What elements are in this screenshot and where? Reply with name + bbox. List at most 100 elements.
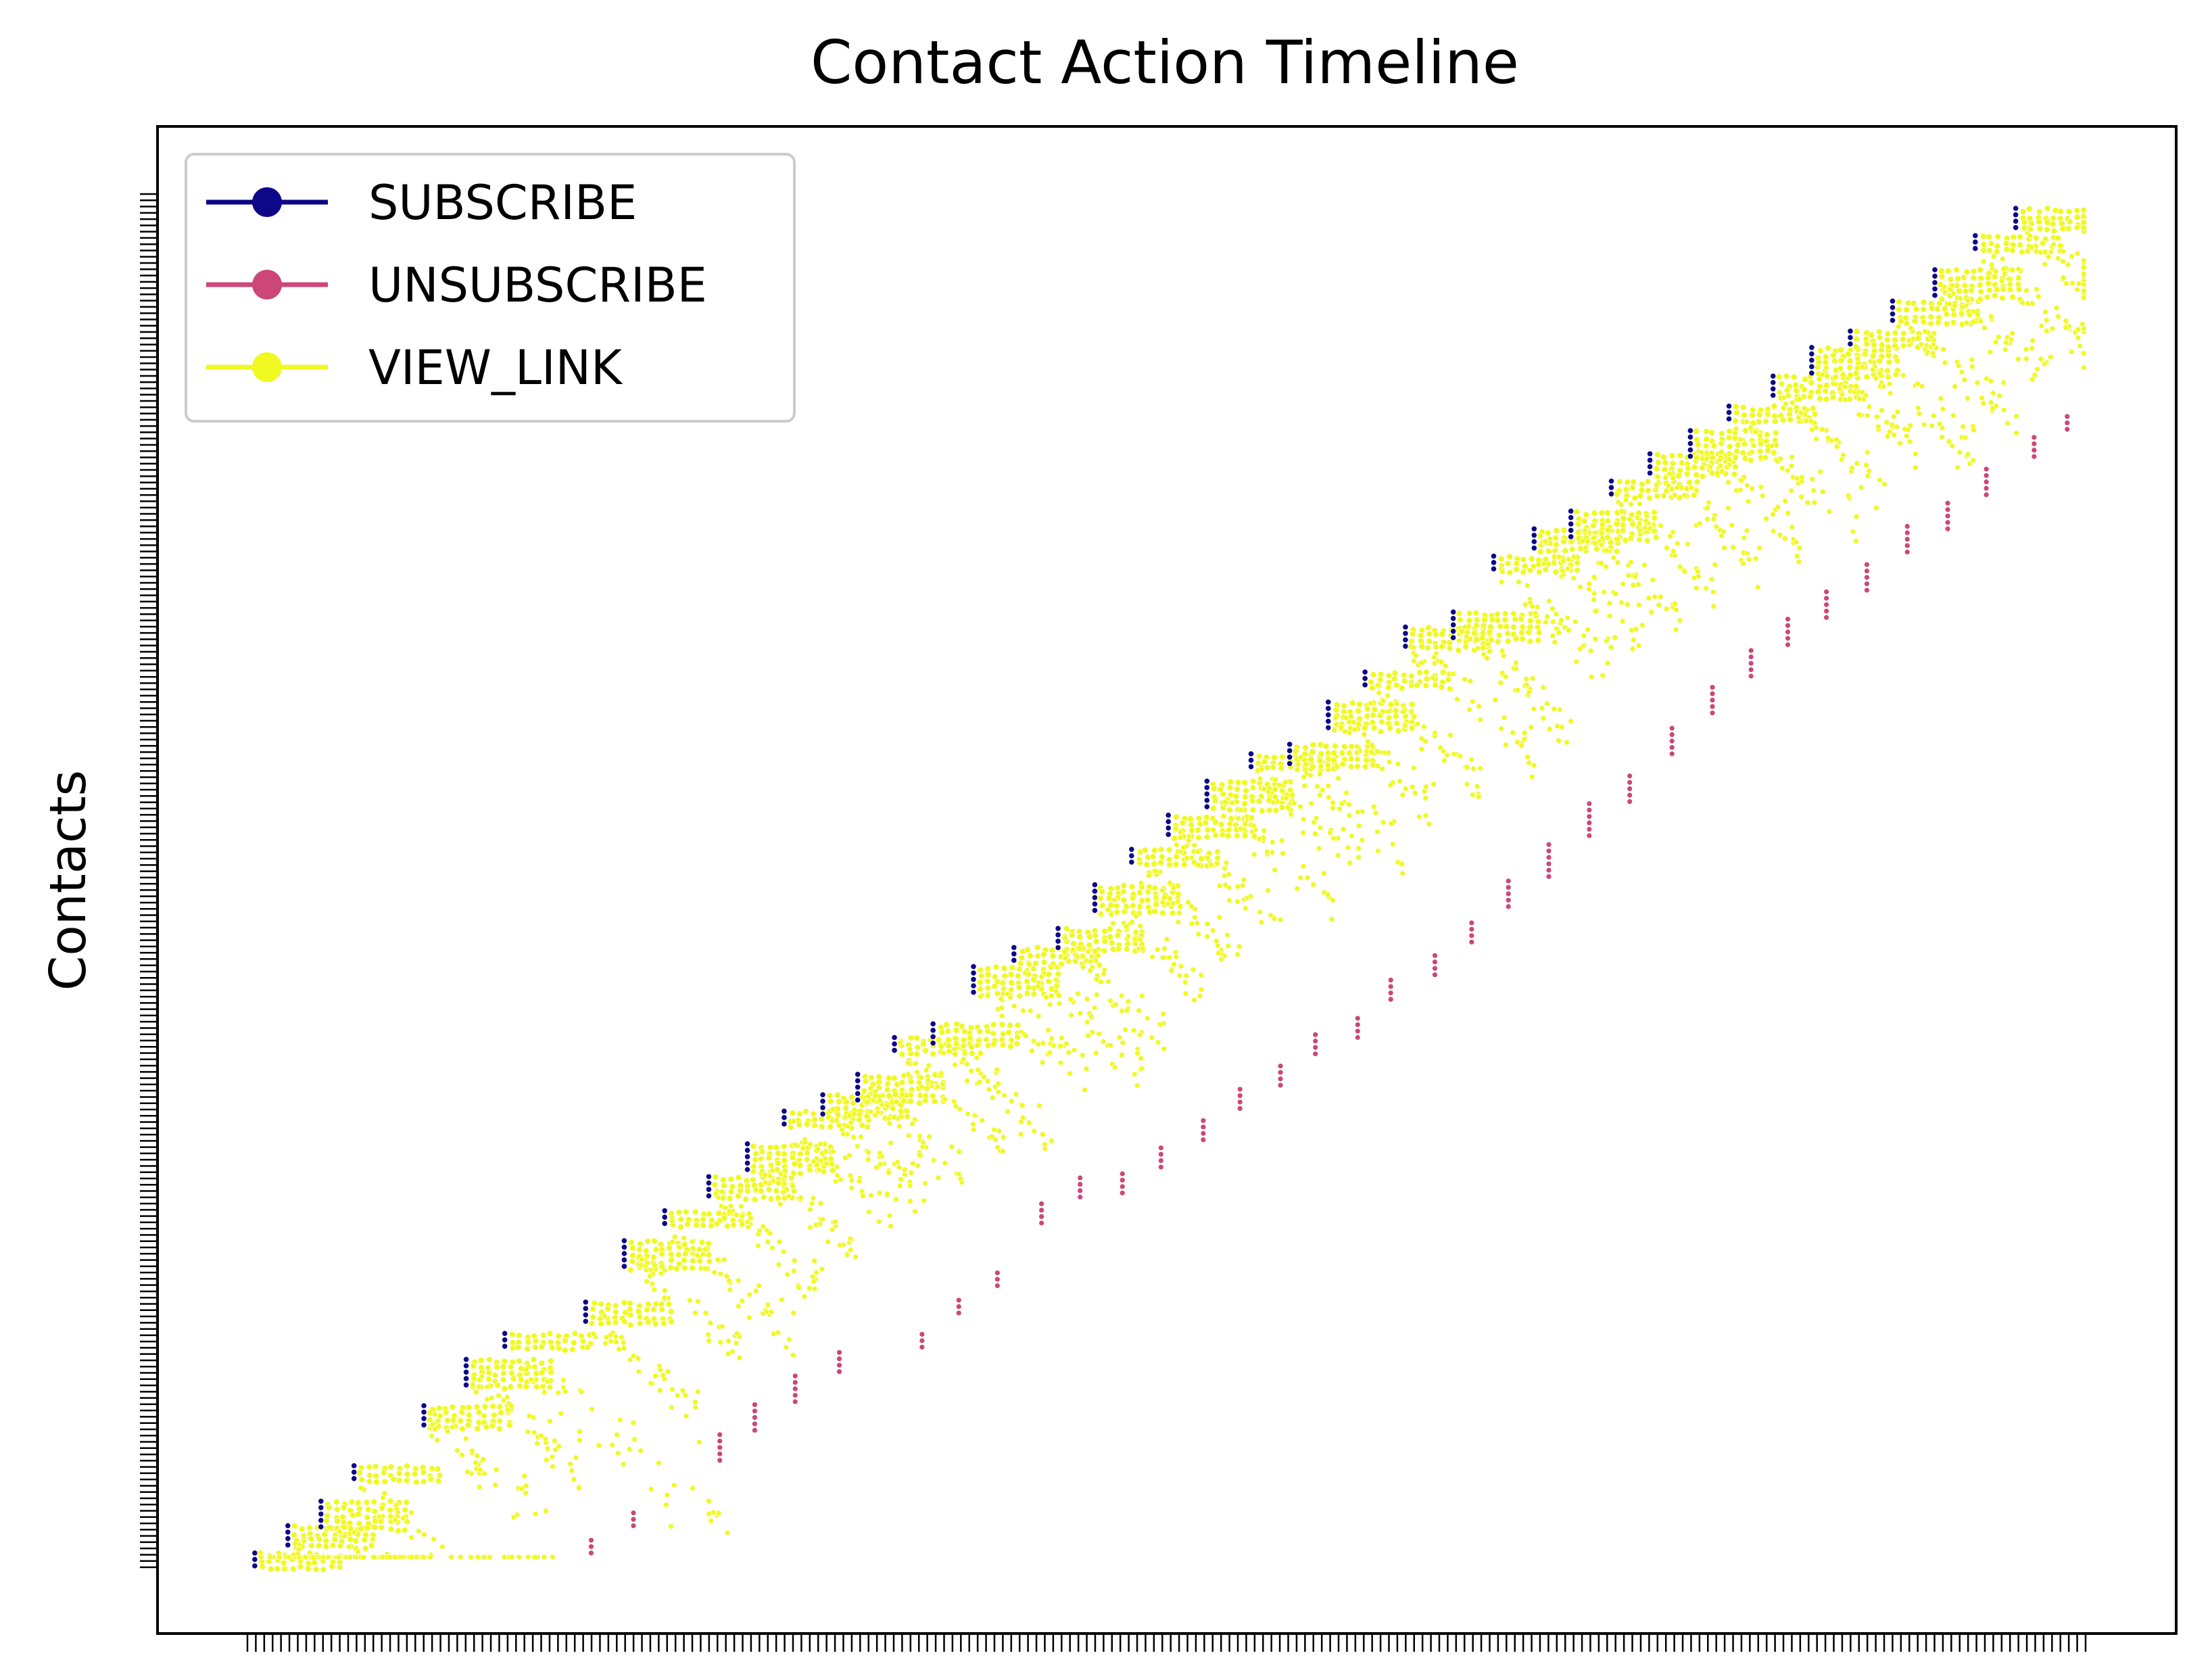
view-link-point: [1165, 847, 1173, 853]
view-link-point: [1778, 380, 1785, 387]
view-link-point: [1226, 806, 1233, 813]
view-link-point: [1542, 538, 1549, 545]
view-link-point: [1039, 1059, 1046, 1066]
view-link-point: [748, 1215, 754, 1221]
view-link-point: [2000, 266, 2007, 272]
view-link-point: [1432, 682, 1439, 689]
view-link-point: [1166, 861, 1174, 869]
subscribe-point: [1568, 508, 1574, 515]
view-link-point: [1942, 289, 1948, 295]
view-link-point: [1024, 990, 1031, 997]
view-link-point: [2037, 249, 2044, 256]
view-link-point: [665, 1368, 671, 1375]
subscribe-point: [1531, 538, 1537, 545]
view-link-point: [1672, 600, 1678, 607]
view-link-point: [1225, 826, 1232, 834]
unsubscribe-point: [792, 1385, 798, 1392]
view-link-point: [773, 1144, 780, 1151]
view-link-point: [1063, 1041, 1069, 1047]
view-link-point: [1749, 449, 1756, 455]
view-link-point: [1970, 275, 1977, 281]
view-link-point: [1669, 460, 1677, 467]
view-link-point: [1528, 555, 1535, 563]
view-link-point: [1376, 676, 1384, 684]
view-link-point: [393, 1502, 400, 1508]
view-link-point: [1756, 432, 1763, 439]
view-link-point: [1763, 515, 1770, 522]
view-link-point: [1271, 754, 1278, 761]
view-link-point: [1777, 456, 1784, 462]
view-link-point: [819, 1216, 825, 1222]
view-link-point: [1980, 258, 1987, 265]
view-link-point: [2015, 286, 2023, 293]
unsubscribe-point: [994, 1283, 1001, 1289]
view-link-point: [620, 1339, 627, 1346]
view-link-point: [1670, 548, 1677, 554]
view-link-point: [1591, 590, 1597, 597]
view-link-point: [532, 1554, 539, 1560]
view-link-point: [1885, 352, 1892, 359]
view-link-point: [618, 1334, 625, 1341]
view-link-point: [865, 1208, 872, 1215]
view-link-point: [1963, 268, 1971, 276]
subscribe-point: [1808, 363, 1815, 370]
view-link-point: [1153, 867, 1159, 874]
unsubscribe-point: [1944, 500, 1951, 506]
view-link-point: [1772, 418, 1779, 425]
view-link-point: [2021, 218, 2028, 226]
view-link-point: [1085, 1032, 1091, 1039]
view-link-point: [828, 1160, 836, 1168]
subscribe-point: [1687, 427, 1694, 434]
view-link-point: [1149, 853, 1157, 860]
view-link-point: [1361, 724, 1368, 732]
view-link-point: [1137, 923, 1144, 930]
view-link-point: [1356, 700, 1363, 708]
view-link-point: [2073, 214, 2081, 221]
view-link-point: [1159, 899, 1166, 906]
subscribe-point: [285, 1542, 291, 1548]
view-link-point: [896, 1123, 903, 1130]
view-link-point: [719, 1176, 727, 1183]
view-link-point: [2009, 247, 2016, 254]
view-link-point: [1691, 464, 1698, 471]
subscribe-point: [855, 1071, 861, 1078]
view-link-point: [481, 1412, 487, 1419]
view-link-point: [1418, 659, 1424, 666]
view-link-point: [2025, 206, 2033, 212]
view-link-point: [1582, 527, 1589, 533]
view-link-point: [1455, 646, 1462, 654]
view-link-point: [2000, 379, 2007, 386]
view-link-point: [635, 1308, 642, 1315]
view-link-point: [1970, 268, 1977, 275]
view-link-point: [696, 1246, 703, 1253]
unsubscribe-point: [919, 1337, 925, 1344]
view-link-point: [667, 1251, 675, 1258]
view-link-point: [2075, 335, 2082, 341]
view-link-point: [865, 1149, 872, 1155]
view-link-point: [2001, 270, 2008, 277]
view-link-point: [2036, 225, 2044, 232]
subscribe-point: [1325, 698, 1332, 705]
subscribe-point: [1325, 718, 1332, 725]
view-link-point: [1839, 391, 1846, 398]
unsubscribe-point: [1785, 616, 1791, 623]
view-link-point: [1009, 1098, 1015, 1104]
view-link-point: [1013, 1091, 1019, 1097]
view-link-point: [770, 1178, 777, 1185]
view-link-point: [1986, 287, 1993, 293]
view-link-point: [914, 1044, 921, 1051]
view-link-point: [1495, 632, 1503, 639]
view-link-point: [1604, 509, 1611, 517]
view-link-point: [620, 1461, 627, 1468]
view-link-point: [984, 993, 991, 999]
view-link-point: [1732, 454, 1739, 461]
view-link-point: [1038, 974, 1045, 980]
view-link-point: [668, 1523, 674, 1529]
subscribe-point: [621, 1263, 627, 1270]
subscribe-point: [318, 1523, 324, 1530]
view-link-point: [1600, 589, 1607, 596]
view-link-point: [735, 1174, 742, 1181]
view-link-point: [1579, 538, 1586, 544]
subscribe-point: [930, 1020, 936, 1027]
view-link-point: [892, 1091, 899, 1098]
